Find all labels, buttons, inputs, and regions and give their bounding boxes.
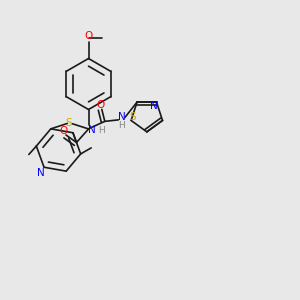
Text: N: N [118, 112, 126, 122]
Text: H: H [118, 121, 125, 130]
Text: N: N [88, 124, 95, 135]
Text: N: N [37, 168, 45, 178]
Text: H: H [99, 126, 105, 135]
Text: S: S [129, 112, 136, 122]
Text: O: O [96, 100, 104, 110]
Text: O: O [84, 31, 93, 41]
Text: S: S [65, 118, 72, 128]
Text: O: O [59, 126, 68, 136]
Text: N: N [150, 100, 158, 111]
